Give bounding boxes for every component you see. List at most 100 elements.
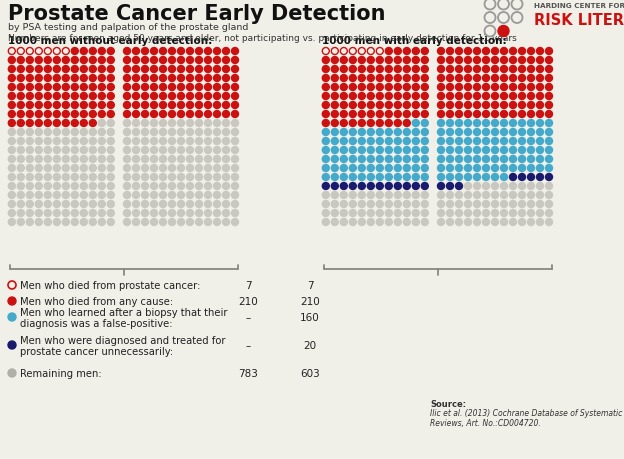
Circle shape (223, 93, 230, 100)
Circle shape (437, 67, 444, 73)
Circle shape (107, 84, 114, 91)
Circle shape (464, 57, 472, 64)
Circle shape (223, 67, 230, 73)
Circle shape (376, 120, 383, 127)
Circle shape (500, 57, 507, 64)
Circle shape (168, 75, 175, 82)
Circle shape (421, 138, 428, 145)
Circle shape (71, 201, 78, 208)
Circle shape (168, 201, 175, 208)
Circle shape (437, 174, 444, 181)
Circle shape (519, 183, 525, 190)
Circle shape (323, 93, 329, 100)
Circle shape (187, 111, 193, 118)
Circle shape (482, 75, 489, 82)
Circle shape (349, 120, 356, 127)
Circle shape (482, 138, 489, 145)
Circle shape (177, 111, 185, 118)
Circle shape (331, 210, 338, 217)
Circle shape (500, 174, 507, 181)
Circle shape (177, 210, 185, 217)
Circle shape (124, 57, 130, 64)
Circle shape (412, 210, 419, 217)
Circle shape (358, 174, 365, 181)
Circle shape (142, 48, 149, 56)
Circle shape (456, 84, 462, 91)
Circle shape (331, 57, 338, 64)
Circle shape (223, 102, 230, 109)
Circle shape (44, 156, 51, 163)
Circle shape (456, 147, 462, 154)
Circle shape (213, 210, 220, 217)
Circle shape (519, 138, 525, 145)
Circle shape (527, 67, 535, 73)
Circle shape (500, 138, 507, 145)
Circle shape (26, 156, 33, 163)
Circle shape (368, 93, 374, 100)
Circle shape (132, 84, 140, 91)
Circle shape (394, 102, 401, 109)
Circle shape (474, 75, 480, 82)
Circle shape (44, 102, 51, 109)
Circle shape (545, 102, 552, 109)
Circle shape (349, 138, 356, 145)
Circle shape (53, 67, 61, 73)
Circle shape (403, 183, 411, 190)
Circle shape (132, 102, 140, 109)
Circle shape (142, 111, 149, 118)
Circle shape (421, 192, 428, 199)
Circle shape (368, 75, 374, 82)
Circle shape (492, 201, 499, 208)
Circle shape (349, 192, 356, 199)
Text: 210: 210 (300, 297, 320, 306)
Circle shape (403, 219, 411, 226)
Circle shape (223, 75, 230, 82)
Circle shape (195, 129, 203, 136)
Circle shape (421, 57, 428, 64)
Circle shape (8, 210, 16, 217)
Circle shape (492, 102, 499, 109)
Circle shape (500, 192, 507, 199)
Circle shape (150, 156, 157, 163)
Circle shape (195, 102, 203, 109)
Circle shape (80, 67, 87, 73)
Circle shape (376, 219, 383, 226)
Circle shape (80, 111, 87, 118)
Circle shape (545, 129, 552, 136)
Circle shape (447, 84, 454, 91)
Circle shape (492, 120, 499, 127)
Circle shape (132, 156, 140, 163)
Circle shape (412, 111, 419, 118)
Circle shape (187, 93, 193, 100)
Circle shape (358, 165, 365, 172)
Circle shape (385, 201, 392, 208)
Circle shape (527, 75, 535, 82)
Circle shape (26, 201, 33, 208)
Circle shape (464, 174, 472, 181)
Circle shape (510, 120, 517, 127)
Circle shape (447, 75, 454, 82)
Circle shape (368, 129, 374, 136)
Circle shape (349, 111, 356, 118)
Circle shape (437, 165, 444, 172)
Circle shape (71, 75, 78, 82)
Circle shape (36, 67, 42, 73)
Circle shape (376, 93, 383, 100)
Circle shape (213, 102, 220, 109)
Circle shape (474, 156, 480, 163)
Circle shape (474, 57, 480, 64)
Circle shape (132, 165, 140, 172)
Circle shape (349, 201, 356, 208)
Circle shape (160, 147, 167, 154)
Circle shape (213, 48, 220, 56)
Circle shape (376, 156, 383, 163)
Circle shape (421, 183, 428, 190)
Circle shape (340, 111, 348, 118)
Text: 603: 603 (300, 368, 320, 378)
Circle shape (456, 156, 462, 163)
Circle shape (17, 93, 24, 100)
Circle shape (160, 111, 167, 118)
Circle shape (168, 174, 175, 181)
Circle shape (132, 48, 140, 56)
Circle shape (213, 111, 220, 118)
